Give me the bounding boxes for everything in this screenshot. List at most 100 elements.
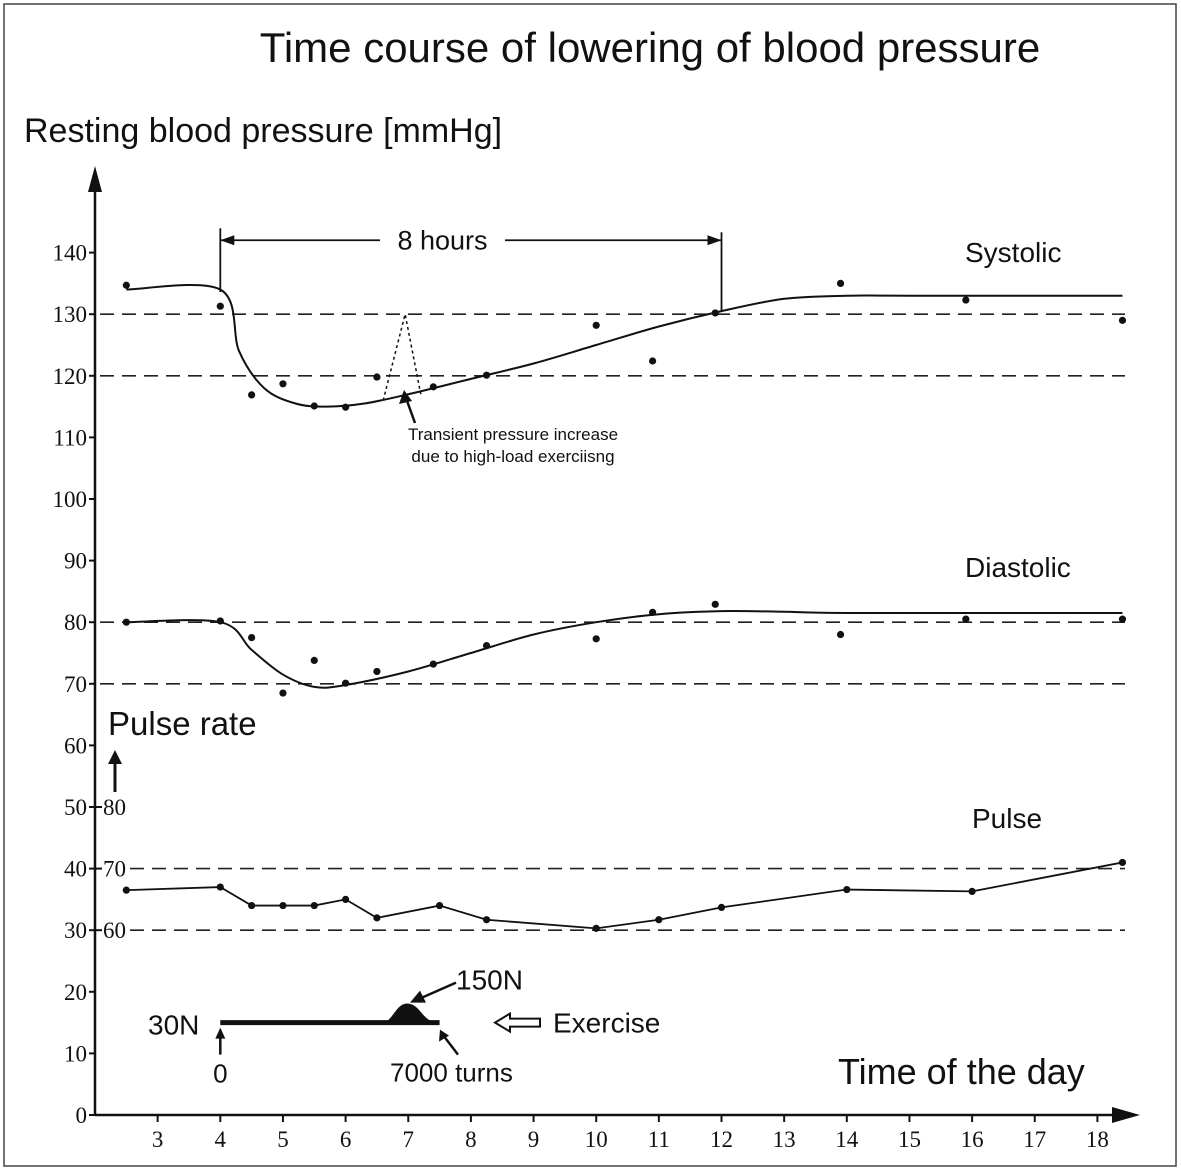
data-point: [711, 600, 719, 608]
peak-arrow: [421, 981, 457, 999]
data-point: [373, 373, 381, 381]
transient-arrow-head: [399, 390, 412, 404]
data-point: [216, 883, 224, 891]
data-point: [342, 403, 350, 411]
y2-tick-label: 60: [103, 918, 126, 943]
x-tick-label: 16: [961, 1127, 984, 1152]
y-tick-label: 30: [64, 918, 87, 943]
zero-arrow-head: [215, 1027, 226, 1039]
x-axis-arrow: [1112, 1107, 1140, 1123]
data-point: [648, 608, 657, 616]
data-point: [435, 901, 444, 910]
data-point: [968, 887, 976, 895]
y-tick-label: 110: [53, 425, 87, 450]
x-tick-label: 11: [648, 1127, 670, 1152]
x-axis-label: Time of the day: [838, 1051, 1085, 1092]
y2-tick-label: 70: [103, 857, 126, 882]
series-label: Diastolic: [965, 552, 1071, 583]
data-point: [373, 667, 381, 676]
end-arrow-head: [439, 1029, 449, 1042]
data-point: [648, 357, 657, 365]
y-tick-label: 80: [64, 610, 87, 635]
peak-arrow-head: [410, 990, 426, 1003]
data-point: [310, 901, 318, 910]
x-tick-label: 5: [277, 1127, 289, 1152]
y-tick-label: 20: [64, 980, 87, 1005]
data-point: [248, 901, 256, 910]
data-point: [310, 402, 318, 410]
data-point: [279, 380, 287, 388]
exercise-peak: [383, 1003, 437, 1023]
x-tick-label: 15: [898, 1127, 921, 1152]
data-point: [482, 642, 491, 650]
y2-arrow-head: [108, 750, 122, 764]
data-point: [962, 296, 970, 304]
data-point: [592, 635, 600, 643]
frame: [3, 3, 1177, 1167]
y-axis-label: Resting blood pressure [mmHg]: [24, 112, 502, 150]
x-tick-label: 3: [152, 1127, 164, 1152]
y-tick-label: 100: [53, 487, 88, 512]
data-point: [279, 689, 287, 697]
x-tick-label: 9: [528, 1127, 540, 1152]
series-label: Systolic: [965, 237, 1061, 268]
data-point: [122, 618, 130, 626]
exercise-peak-label: 150N: [456, 965, 523, 996]
data-point: [482, 371, 491, 379]
fit-curve: [126, 284, 1123, 408]
x-tick-label: 18: [1086, 1127, 1109, 1152]
y-tick-label: 10: [64, 1041, 87, 1066]
x-tick-label: 4: [215, 1127, 227, 1152]
x-tick-label: 8: [465, 1127, 477, 1152]
data-point: [962, 615, 970, 623]
y-tick-label: 70: [64, 672, 87, 697]
data-point: [248, 634, 256, 642]
y2-axis-label: Pulse rate: [108, 705, 257, 742]
data-point: [1118, 316, 1127, 324]
data-point: [122, 886, 130, 894]
x-tick-label: 7: [403, 1127, 415, 1152]
data-point: [429, 660, 437, 668]
data-point: [216, 302, 224, 310]
data-point: [279, 901, 287, 910]
data-point: [843, 885, 851, 894]
x-tick-label: 13: [773, 1127, 796, 1152]
x-tick-label: 14: [835, 1127, 859, 1152]
y-axis-arrow: [88, 166, 102, 192]
data-point: [248, 391, 256, 399]
data-point: [122, 281, 130, 289]
data-point: [1118, 615, 1127, 623]
data-point: [482, 916, 491, 924]
data-point: [310, 656, 318, 664]
exercise-zero-label: 0: [213, 1059, 227, 1089]
transient-arrow: [404, 397, 417, 424]
data-point: [1118, 858, 1127, 867]
data-point: [429, 383, 437, 391]
data-point: [216, 617, 224, 625]
data-point: [592, 321, 600, 329]
y-tick-label: 50: [64, 795, 87, 820]
y-tick-label: 120: [53, 364, 88, 389]
series-label: Pulse: [972, 803, 1042, 834]
y2-tick-label: 80: [103, 795, 126, 820]
data-point: [836, 630, 845, 639]
x-tick-label: 12: [710, 1127, 733, 1152]
y-tick-label: 140: [53, 241, 88, 266]
data-point: [373, 914, 381, 922]
y-tick-label: 130: [53, 302, 88, 327]
data-point: [836, 279, 845, 287]
exercise-end-label: 7000 turns: [390, 1058, 513, 1088]
data-point: [655, 916, 663, 924]
fit-curve: [126, 609, 1123, 689]
data-point: [717, 903, 726, 912]
x-tick-label: 6: [340, 1127, 352, 1152]
x-tick-label: 10: [585, 1127, 608, 1152]
data-point: [342, 679, 350, 687]
data-point: [592, 924, 600, 932]
exercise-label: Exercise: [553, 1008, 660, 1039]
y-tick-label: 60: [64, 733, 87, 758]
x-tick-label: 17: [1023, 1127, 1046, 1152]
exercise-start-label: 30N: [148, 1010, 199, 1041]
bracket-label: 8 hours: [397, 225, 487, 255]
